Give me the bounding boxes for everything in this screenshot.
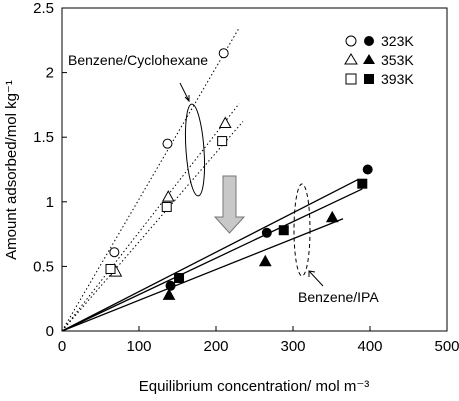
fit-line-benzene-ipa-323k	[61, 178, 359, 332]
legend-label-323k: 323K	[381, 33, 414, 49]
x-tick-label: 500	[434, 338, 459, 355]
data-point-square-filled	[278, 225, 289, 236]
data-point-circle-open	[162, 138, 173, 149]
data-point-triangle-open	[218, 116, 232, 128]
annotation-benzene-cyclohexane: Benzene/Cyclohexane	[68, 52, 208, 68]
fit-line-benzene-ipa-353k	[61, 218, 344, 332]
data-point-circle-filled	[165, 280, 176, 291]
legend-label-353k: 353K	[381, 52, 414, 68]
legend-filled-circle-marker	[364, 36, 374, 46]
x-tick-label: 200	[203, 338, 228, 355]
x-axis-title: Equilibrium concentration/ mol m⁻³	[139, 378, 370, 395]
data-point-square-open	[105, 263, 116, 274]
data-point-square-filled	[357, 178, 368, 189]
x-axis-ticks: 0 100 200 300 400 500	[58, 326, 459, 355]
fit-line-benzene-cyclohexane-353k	[61, 103, 240, 332]
data-point-circle-filled	[261, 227, 272, 238]
legend-open-square-marker	[345, 73, 357, 85]
y-axis-ticks: 0 0.5 1 1.5 2 2.5	[33, 0, 67, 340]
y-tick-label: 1	[46, 194, 54, 211]
x-tick-label: 300	[280, 338, 305, 355]
fit-line-benzene-ipa-393k	[61, 188, 363, 332]
legend-open-triangle-marker	[344, 53, 358, 65]
data-point-triangle-open	[161, 190, 175, 202]
data-point-circle-filled	[362, 164, 373, 175]
legend-entry-393k: 393K	[345, 71, 414, 87]
legend: 323K 353K 393K	[344, 33, 414, 87]
legend-filled-triangle-marker	[363, 54, 375, 64]
x-tick-label: 0	[58, 338, 66, 355]
y-tick-label: 0	[46, 323, 54, 340]
down-arrow-icon	[213, 175, 246, 234]
data-point-circle-open	[109, 247, 120, 258]
fit-lines	[61, 27, 363, 332]
x-tick-label: 100	[126, 338, 151, 355]
plot-frame	[61, 7, 448, 332]
data-point-square-filled	[174, 273, 185, 284]
legend-filled-square-marker	[364, 74, 374, 84]
data-points	[105, 48, 373, 300]
legend-label-393k: 393K	[381, 71, 414, 87]
data-point-square-open	[161, 201, 172, 212]
data-point-square-open	[217, 136, 228, 147]
annotation-benzene-ipa: Benzene/IPA	[298, 289, 379, 305]
legend-entry-353k: 353K	[344, 52, 414, 68]
y-tick-label: 1.5	[33, 129, 54, 146]
y-tick-label: 2.5	[33, 0, 54, 17]
data-point-triangle-filled	[325, 210, 339, 223]
legend-open-circle-marker	[345, 35, 357, 47]
y-tick-label: 2	[46, 65, 54, 82]
legend-entry-323k: 323K	[345, 33, 414, 49]
y-axis-title: Amount adsorbed/mol kg⁻¹	[3, 80, 20, 260]
data-point-circle-open	[218, 48, 229, 59]
x-tick-label: 400	[357, 338, 382, 355]
data-point-triangle-filled	[162, 288, 176, 300]
fit-line-benzene-cyclohexane-323k	[61, 27, 240, 332]
annotation-ipa-pointer	[293, 183, 324, 287]
y-tick-label: 0.5	[33, 258, 54, 275]
annotation-cyclohexane-pointer	[179, 82, 206, 197]
data-point-triangle-filled	[258, 254, 272, 267]
